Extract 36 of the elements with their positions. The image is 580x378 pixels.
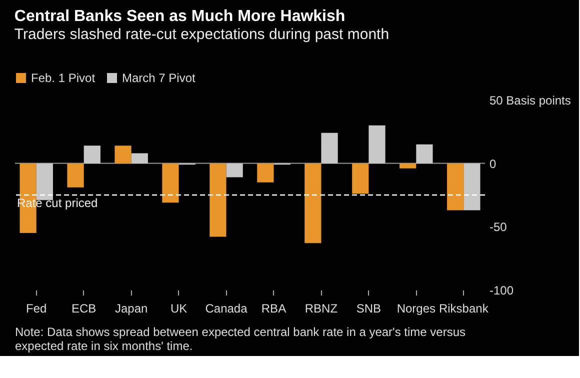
bar (162, 163, 179, 203)
x-tick-label: RBA (261, 302, 286, 316)
y-tick-label: -100 (490, 284, 514, 298)
bar (226, 163, 243, 178)
bar (67, 163, 84, 188)
legend-label: Feb. 1 Pivot (31, 71, 96, 85)
y-tick-label: -50 (490, 220, 508, 234)
bar (210, 163, 226, 237)
bar (352, 163, 369, 194)
x-tick-label: UK (170, 302, 188, 316)
x-tick-label: RBNZ (304, 302, 338, 316)
y-tick-label: 50 Basis points (490, 94, 571, 108)
bar (400, 163, 416, 168)
bar (447, 163, 464, 210)
text: Note: Data shows spread between expected central bank rate in a year's time versus expected rate in six months' time. (15, 325, 466, 353)
y-tick-label: 0 (490, 156, 496, 171)
bar (114, 146, 132, 164)
bar (321, 132, 338, 164)
bar (84, 146, 100, 164)
bar (304, 163, 322, 244)
x-tick-label: Canada (205, 302, 248, 316)
x-tick-label: Riksbank (438, 302, 490, 316)
x-tick-label: Norges (396, 302, 436, 316)
x-tick-label: Fed (26, 302, 47, 316)
bar (416, 144, 433, 164)
legend-label: March 7 Pivot (122, 71, 196, 85)
x-tick-label: Japan (114, 302, 148, 316)
bar (131, 153, 148, 164)
chart-subtitle: Traders slashed rate-cut expectations during past month (14, 26, 390, 43)
bar (464, 163, 480, 210)
chart-title: Central Banks Seen as Much More Hawkish (14, 8, 346, 25)
bar (368, 125, 386, 164)
bar (36, 163, 53, 200)
x-tick-label: SNB (356, 302, 382, 316)
x-tick-label: ECB (71, 302, 96, 316)
bar (257, 163, 274, 182)
